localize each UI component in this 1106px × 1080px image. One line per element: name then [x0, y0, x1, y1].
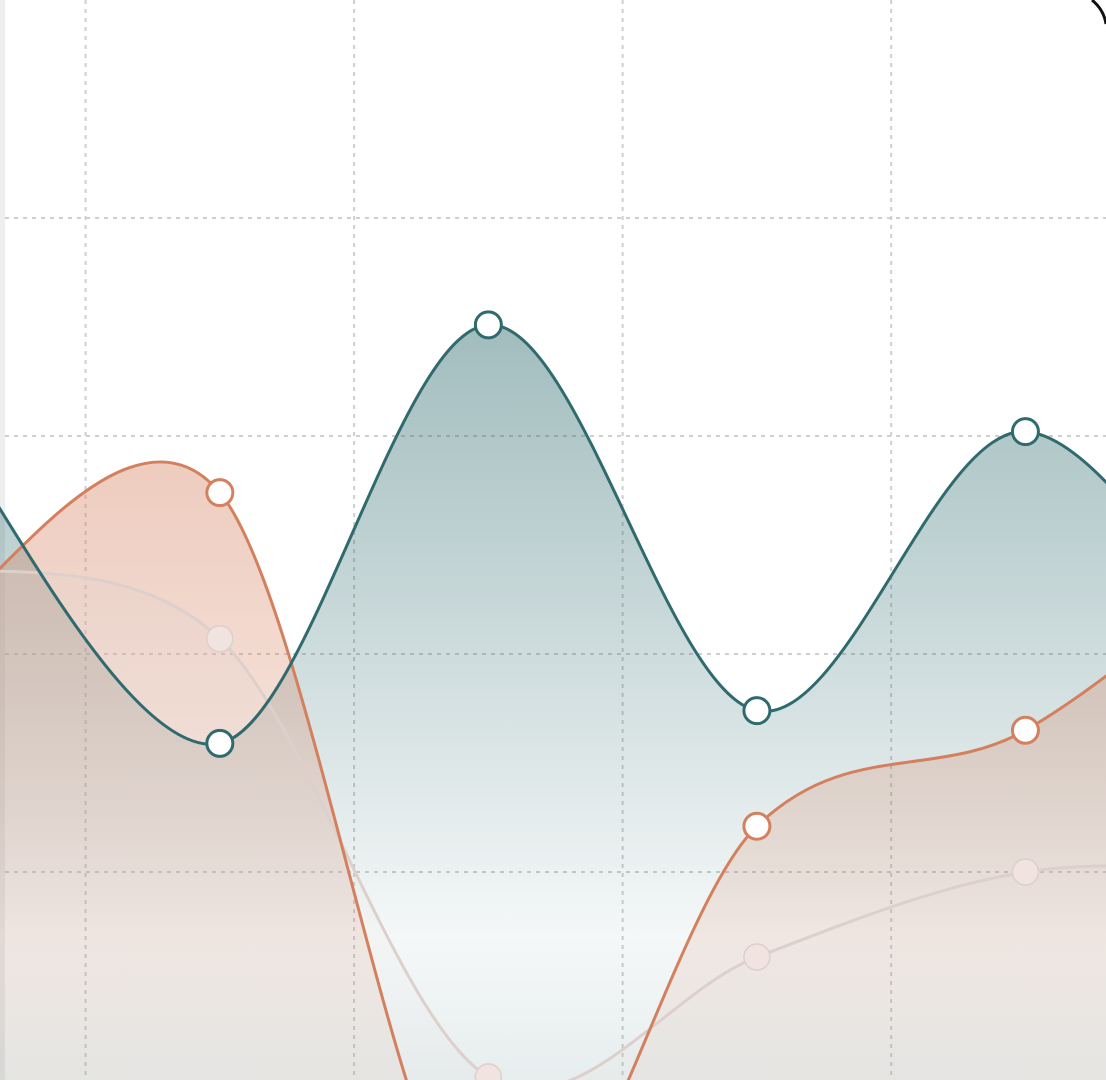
area: [0, 571, 1106, 1080]
point: [205, 728, 235, 758]
point: [1010, 417, 1040, 447]
window-corner: [1091, 0, 1106, 25]
point: [1011, 858, 1040, 886]
point: [473, 310, 503, 340]
point: [205, 478, 235, 508]
point: [743, 943, 771, 971]
point: [206, 624, 234, 653]
point: [1010, 715, 1040, 745]
point: [742, 696, 772, 726]
point: [474, 1063, 503, 1080]
line: [0, 323, 1106, 746]
point: [742, 811, 772, 841]
